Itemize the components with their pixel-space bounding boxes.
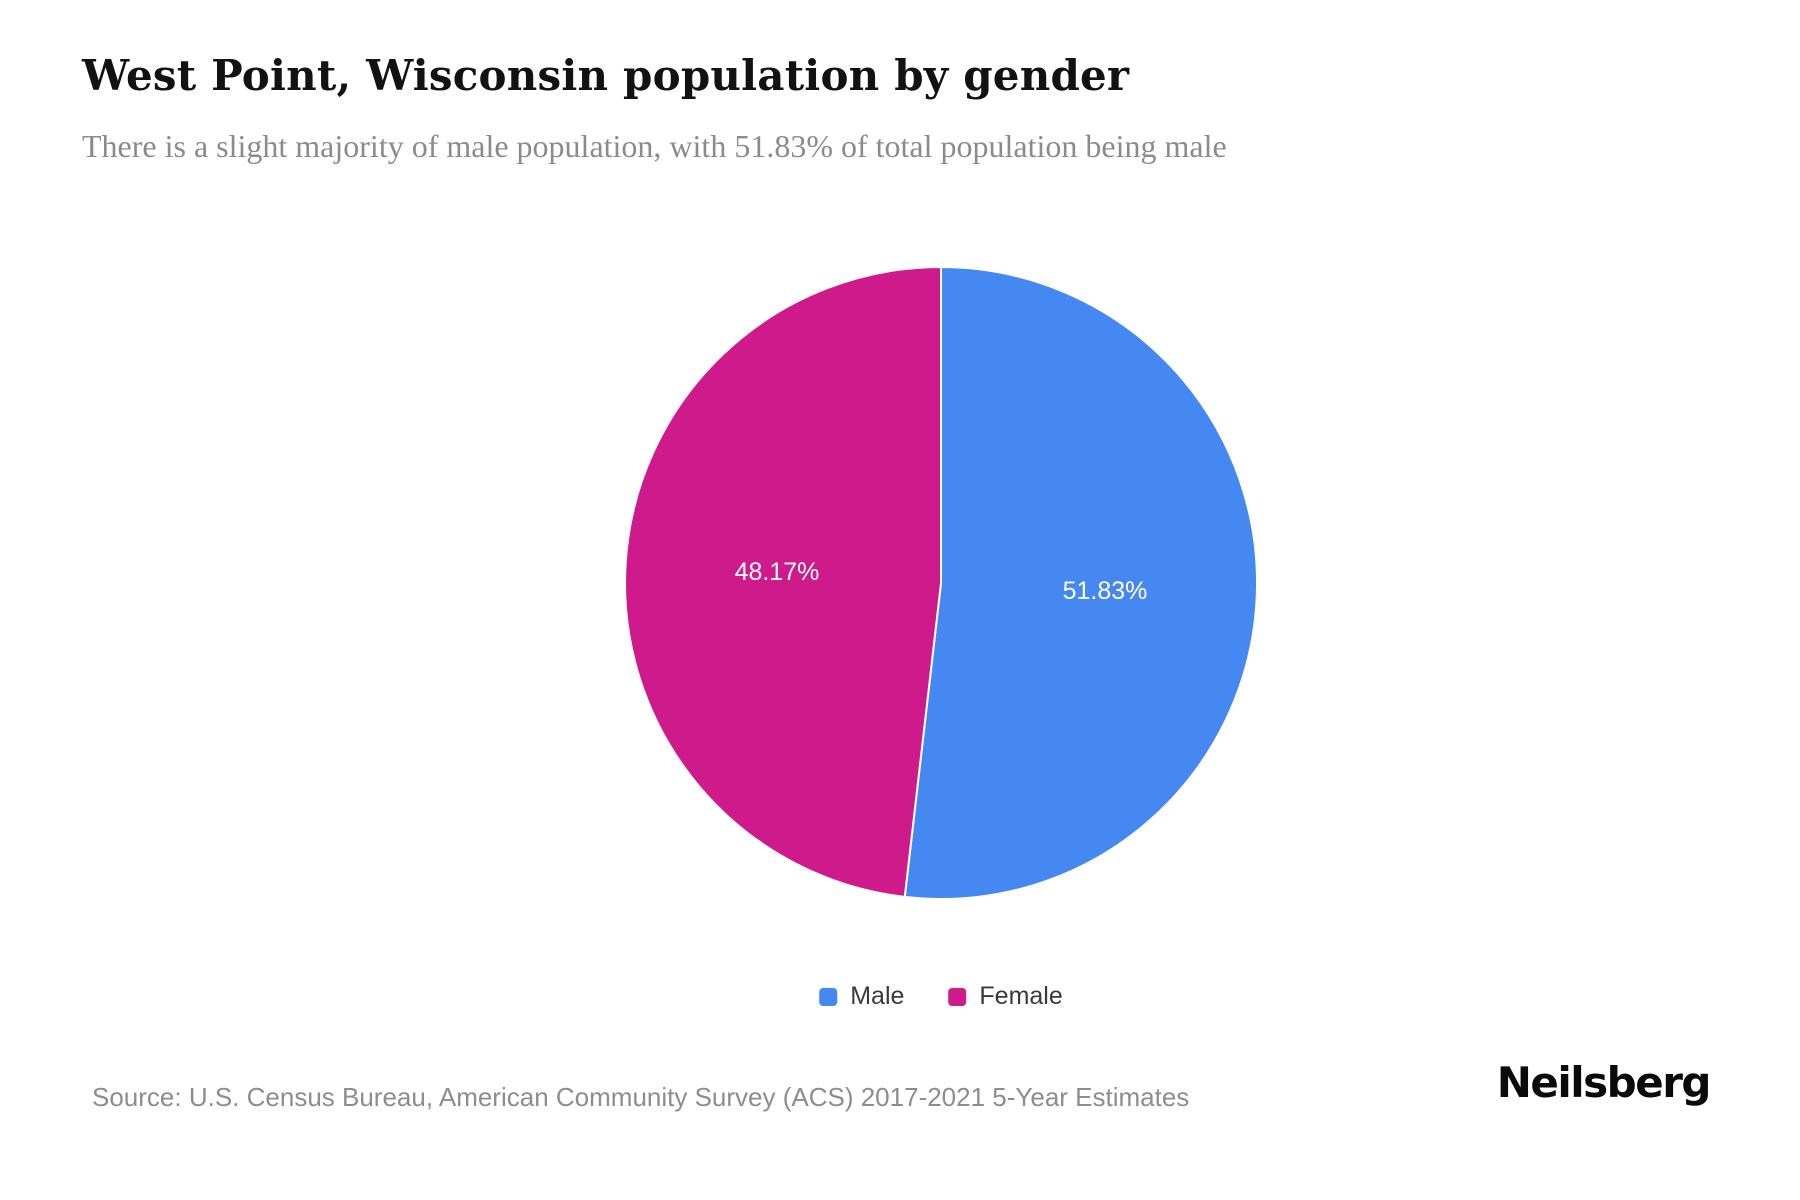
legend-item-male[interactable]: Male bbox=[819, 982, 904, 1011]
chart-title: West Point, Wisconsin population by gend… bbox=[82, 51, 1130, 100]
source-text: Source: U.S. Census Bureau, American Com… bbox=[92, 1082, 1190, 1112]
chart-subtitle: There is a slight majority of male popul… bbox=[82, 128, 1227, 164]
pie-slice-female[interactable] bbox=[624, 265, 942, 899]
legend-swatch-female-icon bbox=[948, 987, 967, 1006]
legend-swatch-male-icon bbox=[819, 987, 838, 1006]
pie-label-female: 48.17% bbox=[735, 558, 820, 586]
legend-label-female: Female bbox=[979, 982, 1063, 1010]
legend-item-female[interactable]: Female bbox=[948, 982, 1063, 1011]
legend-label-male: Male bbox=[850, 982, 905, 1010]
neilsberg-logo: Neilsberg bbox=[1496, 1058, 1712, 1107]
pie-slice-male[interactable] bbox=[903, 265, 1259, 900]
pie-label-male: 51.83% bbox=[1063, 577, 1148, 605]
legend: Male Female bbox=[819, 982, 1063, 1011]
